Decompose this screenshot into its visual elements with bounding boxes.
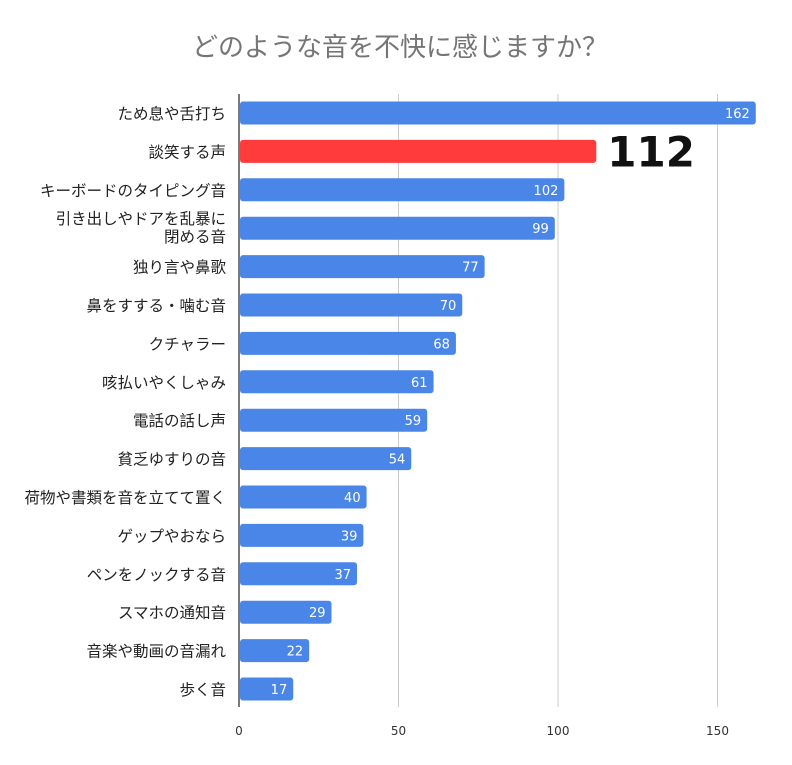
bar bbox=[240, 447, 412, 471]
category-label: 談笑する声 bbox=[148, 143, 226, 161]
chart-title: どのような音を不快に感じますか？ bbox=[192, 33, 608, 63]
category-label: 独り言や鼻歌 bbox=[133, 259, 227, 277]
bar-value-label: 70 bbox=[440, 299, 457, 314]
bar-value-label: 40 bbox=[344, 491, 361, 506]
bar bbox=[240, 562, 358, 586]
x-axis-ticks: 0 50 100 150 bbox=[235, 724, 729, 738]
bar-value-label: 17 bbox=[271, 683, 288, 698]
bar bbox=[240, 485, 367, 509]
bar-value-label: 99 bbox=[532, 222, 549, 237]
category-label: 荷物や書類を音を立てて置く bbox=[24, 489, 226, 507]
bar-value-label: 77 bbox=[462, 261, 479, 276]
bar-value-label: 59 bbox=[405, 414, 422, 429]
bars: 162 112 102 99 77 70 68 61 59 54 40 39 37 29 22 17 bbox=[240, 101, 756, 701]
bar-value-label: 29 bbox=[309, 606, 326, 621]
category-label: 閉める音 bbox=[164, 228, 226, 246]
bar bbox=[240, 178, 565, 202]
category-label: 引き出しやドアを乱暴に bbox=[56, 210, 226, 228]
x-tick-label: 50 bbox=[391, 724, 406, 738]
category-label: 鼻をすする・噛む音 bbox=[86, 297, 226, 315]
category-label: クチャラー bbox=[149, 335, 226, 353]
category-label: 咳払いやくしゃみ bbox=[102, 374, 226, 392]
bar bbox=[240, 408, 428, 432]
bar-value-label: 68 bbox=[433, 337, 450, 352]
bar-value-label: 162 bbox=[725, 107, 750, 122]
bar-value-label: 61 bbox=[411, 376, 428, 391]
bar-highlight bbox=[240, 139, 597, 163]
bar-value-label: 37 bbox=[334, 568, 351, 583]
highlight-value-label: 112 bbox=[607, 127, 695, 176]
category-label: 音楽や動画の音漏れ bbox=[86, 643, 226, 661]
bar bbox=[240, 639, 310, 663]
bar-value-label: 39 bbox=[341, 529, 358, 544]
bar-value-label: 102 bbox=[534, 184, 559, 199]
bar bbox=[240, 101, 756, 125]
category-label: ゲップやおなら bbox=[117, 527, 226, 545]
bar bbox=[240, 370, 434, 394]
bar bbox=[240, 255, 485, 279]
x-tick-label: 150 bbox=[706, 724, 729, 738]
bar bbox=[240, 293, 463, 317]
category-label: キーボードのタイピング音 bbox=[40, 182, 226, 200]
category-label: 電話の話し声 bbox=[133, 412, 226, 430]
x-tick-label: 0 bbox=[235, 724, 243, 738]
category-label: ペンをノックする音 bbox=[87, 566, 226, 584]
bar-value-label: 22 bbox=[287, 645, 304, 660]
bar bbox=[240, 331, 456, 355]
category-labels: ため息や舌打ち談笑する声キーボードのタイピング音引き出しやドアを乱暴に閉める音独… bbox=[24, 105, 226, 699]
x-tick-label: 100 bbox=[547, 724, 570, 738]
bar bbox=[240, 523, 364, 547]
bar bbox=[240, 677, 294, 701]
bar bbox=[240, 600, 332, 624]
bar bbox=[240, 216, 555, 240]
bar-value-label: 54 bbox=[389, 453, 406, 468]
category-label: 歩く音 bbox=[179, 681, 226, 699]
category-label: 貧乏ゆすりの音 bbox=[117, 451, 226, 469]
category-label: ため息や舌打ち bbox=[117, 105, 226, 123]
category-label: スマホの通知音 bbox=[118, 604, 226, 622]
